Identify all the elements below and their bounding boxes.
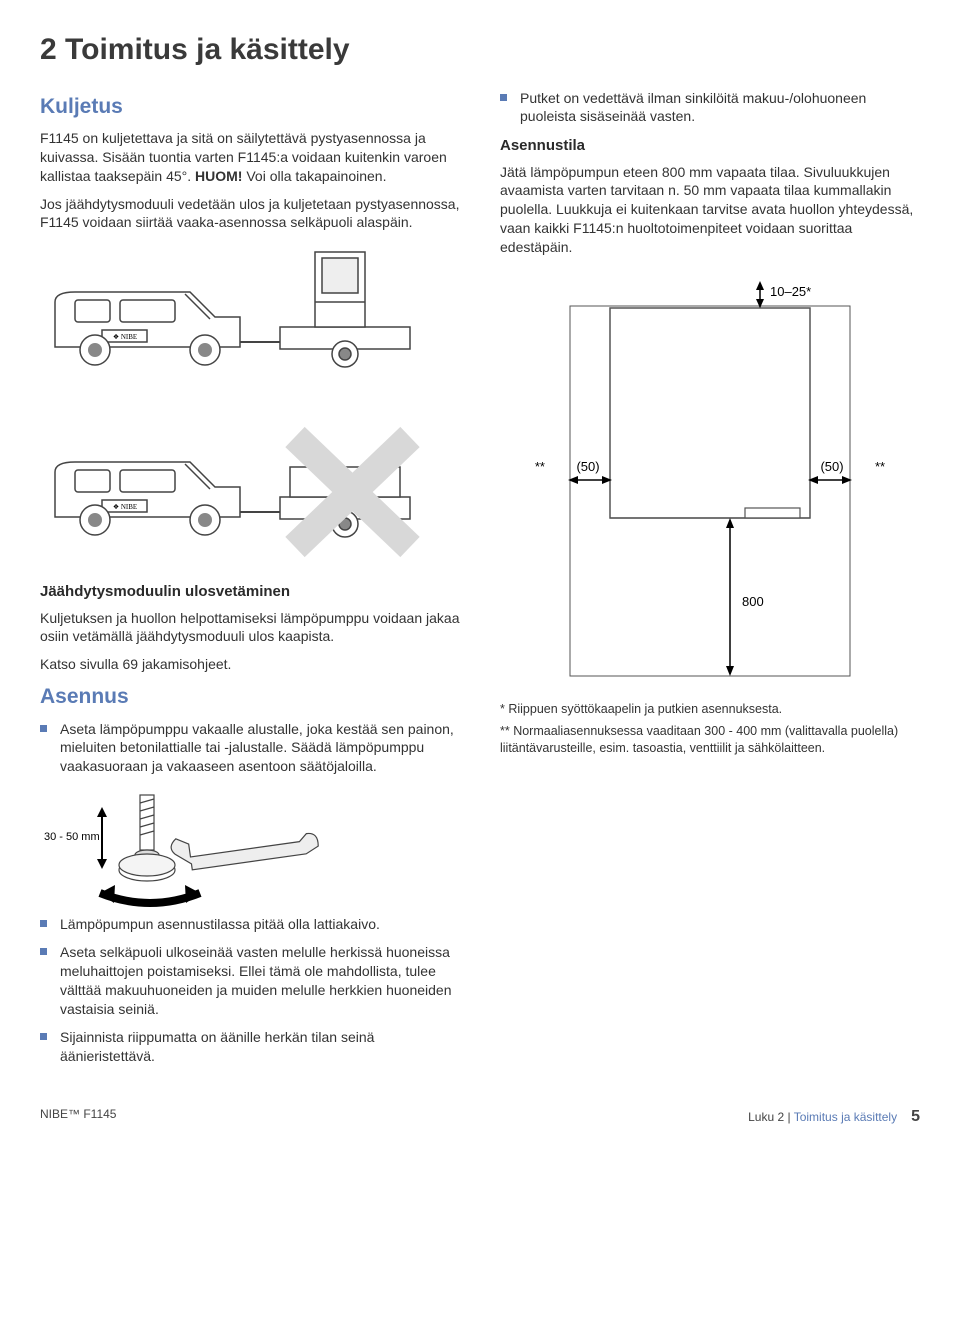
install-item-4: Sijainnista riippumatta on äänille herkä… bbox=[40, 1028, 460, 1066]
star-right: ** bbox=[875, 459, 885, 474]
para-extract-1: Kuljetuksen ja huollon helpottamiseksi l… bbox=[40, 609, 460, 647]
install-item-1: Aseta lämpöpumppu vakaalle alustalle, jo… bbox=[40, 720, 460, 777]
adj-label: 30 - 50 mm bbox=[44, 831, 100, 843]
page-title: 2 Toimitus ja käsittely bbox=[40, 30, 920, 71]
footnote-2: ** Normaaliasennuksessa vaaditaan 300 - … bbox=[500, 723, 920, 757]
top-gap-label: 10–25* bbox=[770, 284, 811, 299]
diagram-transport-wrong: ❖ NIBE bbox=[40, 412, 460, 562]
heading-transport: Kuljetus bbox=[40, 93, 460, 121]
page-footer: NIBE™ F1145 Luku 2 | Toimitus ja käsitte… bbox=[40, 1106, 920, 1128]
front-gap-label: 800 bbox=[742, 594, 764, 609]
diagram-transport-upright: ❖ NIBE bbox=[40, 242, 460, 392]
footer-chapter: Luku 2 | Toimitus ja käsittely5 bbox=[748, 1106, 920, 1128]
heading-install-space: Asennustila bbox=[500, 136, 920, 156]
nibe-logo-2: ❖ NIBE bbox=[113, 503, 137, 511]
pipes-item: Putket on vedettävä ilman sinkilöitä mak… bbox=[500, 89, 920, 127]
install-item-2: Lämpöpumpun asennustilassa pitää olla la… bbox=[40, 915, 460, 934]
page-number: 5 bbox=[911, 1108, 920, 1125]
diagram-install-clearance: 10–25* ** (50) (50) ** 800 bbox=[500, 266, 920, 701]
side-right-label: (50) bbox=[820, 459, 843, 474]
para-transport-2: Jos jäähdytysmoduuli vedetään ulos ja ku… bbox=[40, 195, 460, 233]
footer-product: NIBE™ F1145 bbox=[40, 1106, 116, 1128]
para-extract-2: Katso sivulla 69 jakamisohjeet. bbox=[40, 655, 460, 674]
side-left-label: (50) bbox=[576, 459, 599, 474]
right-column: Putket on vedettävä ilman sinkilöitä mak… bbox=[500, 89, 920, 762]
para-transport-1: F1145 on kuljetettava ja sitä on säilyte… bbox=[40, 129, 460, 186]
para-space: Jätä lämpöpumpun eteen 800 mm vapaata ti… bbox=[500, 163, 920, 257]
heading-install: Asennus bbox=[40, 683, 460, 711]
nibe-logo: ❖ NIBE bbox=[113, 333, 137, 341]
footnote-1: * Riippuen syöttökaapelin ja putkien ase… bbox=[500, 701, 920, 718]
diagram-adjustable-foot: 30 - 50 mm bbox=[40, 785, 460, 915]
star-left: ** bbox=[535, 459, 545, 474]
left-column: Kuljetus F1145 on kuljetettava ja sitä o… bbox=[40, 89, 460, 1075]
install-item-3: Aseta selkäpuoli ulkoseinää vasten melul… bbox=[40, 943, 460, 1019]
heading-extract: Jäähdytysmoduulin ulosvetäminen bbox=[40, 582, 460, 602]
